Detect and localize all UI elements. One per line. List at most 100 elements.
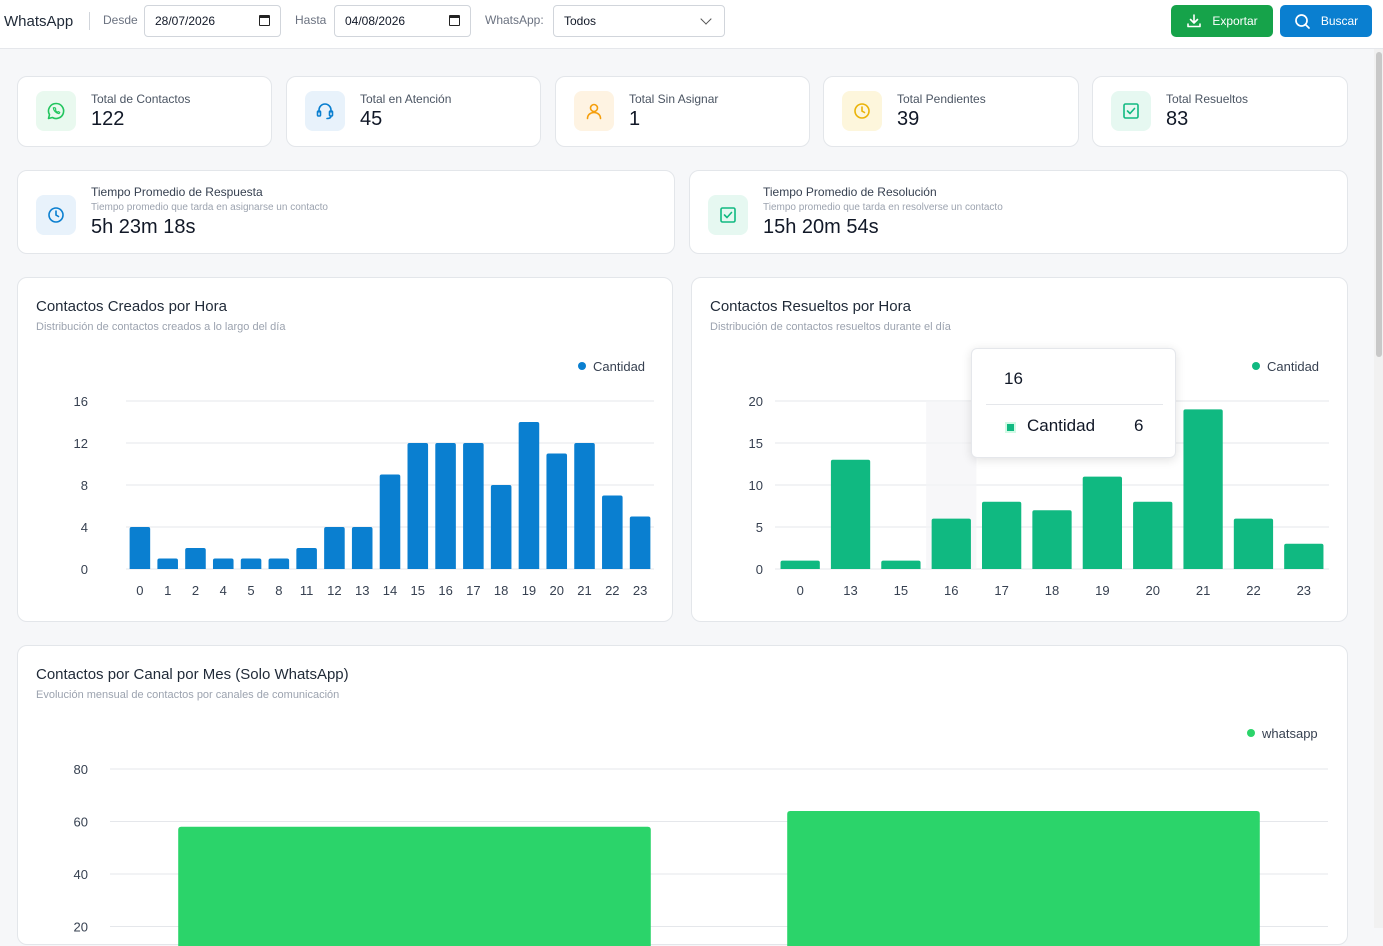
y-tick-label: 0 bbox=[81, 562, 88, 577]
x-tick-label: 13 bbox=[843, 583, 857, 598]
x-tick-label: 17 bbox=[466, 583, 480, 598]
bar[interactable] bbox=[881, 560, 921, 569]
bar[interactable] bbox=[379, 474, 401, 570]
scrollbar-thumb[interactable] bbox=[1376, 52, 1382, 357]
legend-label[interactable]: Cantidad bbox=[593, 359, 645, 374]
bar[interactable] bbox=[574, 443, 595, 569]
bar[interactable] bbox=[351, 527, 373, 569]
stat-card-total-pendientes: Total Pendientes 39 bbox=[823, 76, 1079, 147]
stat-value: 1 bbox=[629, 108, 641, 130]
bar[interactable] bbox=[780, 560, 820, 569]
top-bar: WhatsApp Desde 28/07/2026 Hasta 04/08/20… bbox=[0, 0, 1383, 49]
legend-label[interactable]: whatsapp bbox=[1261, 726, 1318, 741]
x-tick-label: 0 bbox=[797, 583, 804, 598]
x-tick-label: 15 bbox=[894, 583, 908, 598]
x-tick-label: 21 bbox=[577, 583, 591, 598]
stat-value: 83 bbox=[1166, 108, 1189, 130]
legend-swatch[interactable] bbox=[578, 362, 586, 370]
bar[interactable] bbox=[212, 558, 234, 570]
bar[interactable] bbox=[296, 548, 317, 569]
x-tick-label: 4 bbox=[220, 583, 227, 598]
chart-title: Contactos por Canal por Mes (Solo WhatsA… bbox=[36, 666, 349, 683]
whatsapp-select-value: Todos bbox=[564, 14, 597, 28]
bar[interactable] bbox=[268, 558, 290, 570]
time-card-resolucion: Tiempo Promedio de Resolución Tiempo pro… bbox=[689, 170, 1348, 254]
scrollbar-track[interactable] bbox=[1374, 49, 1383, 928]
download-icon bbox=[1187, 14, 1202, 28]
x-tick-label: 13 bbox=[355, 583, 369, 598]
chevron-down-icon bbox=[700, 13, 712, 25]
search-button[interactable]: Buscar bbox=[1280, 5, 1372, 37]
bar[interactable] bbox=[324, 527, 345, 569]
bar[interactable] bbox=[518, 422, 540, 569]
bar[interactable] bbox=[178, 826, 651, 946]
bar[interactable] bbox=[407, 443, 429, 569]
tooltip-series-name: Cantidad bbox=[1027, 416, 1096, 435]
y-tick-label: 12 bbox=[74, 436, 88, 451]
desde-date-input[interactable]: 28/07/2026 bbox=[144, 5, 281, 37]
whatsapp-select[interactable]: Todos bbox=[553, 5, 725, 37]
bar[interactable] bbox=[435, 443, 456, 569]
bar[interactable] bbox=[981, 501, 1022, 569]
desde-label: Desde bbox=[103, 13, 138, 27]
divider bbox=[89, 12, 90, 30]
time-subtitle: Tiempo promedio que tarda en resolverse … bbox=[763, 202, 1003, 213]
x-tick-label: 1 bbox=[164, 583, 171, 598]
time-subtitle: Tiempo promedio que tarda en asignarse u… bbox=[91, 202, 328, 213]
export-button[interactable]: Exportar bbox=[1171, 5, 1273, 37]
bar[interactable] bbox=[463, 443, 484, 569]
export-label: Exportar bbox=[1212, 14, 1258, 28]
calendar-icon[interactable] bbox=[259, 15, 270, 26]
stat-card-total-atencion: Total en Atención 45 bbox=[286, 76, 541, 147]
y-tick-label: 15 bbox=[749, 436, 763, 451]
desde-date-value: 28/07/2026 bbox=[155, 14, 216, 28]
bar[interactable] bbox=[546, 453, 568, 570]
y-tick-label: 0 bbox=[756, 562, 763, 577]
bar[interactable] bbox=[490, 485, 512, 569]
bar[interactable] bbox=[129, 527, 151, 569]
bar[interactable] bbox=[185, 548, 206, 569]
stat-label: Total de Contactos bbox=[91, 92, 191, 106]
chart-subtitle: Evolución mensual de contactos por canal… bbox=[36, 689, 340, 701]
stat-label: Total Sin Asignar bbox=[629, 92, 719, 106]
x-tick-label: 14 bbox=[383, 583, 397, 598]
y-tick-label: 80 bbox=[74, 762, 88, 777]
chart-title: Contactos Resueltos por Hora bbox=[710, 298, 911, 315]
bar[interactable] bbox=[787, 811, 1260, 946]
user-icon bbox=[574, 91, 614, 131]
legend-swatch[interactable] bbox=[1247, 729, 1255, 737]
bar[interactable] bbox=[1284, 543, 1324, 569]
x-tick-label: 23 bbox=[1297, 583, 1311, 598]
x-tick-label: 16 bbox=[438, 583, 452, 598]
x-tick-label: 18 bbox=[494, 583, 508, 598]
search-label: Buscar bbox=[1320, 14, 1359, 28]
bar[interactable] bbox=[1082, 476, 1123, 569]
chart-subtitle: Distribución de contactos resueltos dura… bbox=[710, 321, 951, 333]
bar[interactable] bbox=[602, 495, 623, 570]
y-tick-label: 40 bbox=[74, 867, 88, 882]
stat-value: 122 bbox=[91, 108, 125, 130]
whatsapp-icon bbox=[36, 91, 76, 131]
stat-label: Total Pendientes bbox=[897, 92, 986, 106]
bar[interactable] bbox=[1233, 518, 1274, 569]
chart-card-canal-mes: Contactos por Canal por Mes (Solo WhatsA… bbox=[17, 645, 1348, 946]
hasta-date-input[interactable]: 04/08/2026 bbox=[334, 5, 471, 37]
bar[interactable] bbox=[157, 558, 178, 570]
bar[interactable] bbox=[1183, 409, 1223, 569]
calendar-icon[interactable] bbox=[449, 15, 460, 26]
bar[interactable] bbox=[240, 558, 262, 570]
x-tick-label: 2 bbox=[192, 583, 199, 598]
bar[interactable] bbox=[1133, 501, 1173, 569]
bar[interactable] bbox=[629, 516, 651, 570]
bar[interactable] bbox=[830, 459, 871, 569]
chart-canal-por-mes: whatsapp 20 40 60 80 bbox=[74, 726, 1328, 946]
legend-label[interactable]: Cantidad bbox=[1267, 359, 1319, 374]
stat-card-total-contactos: Total de Contactos 122 bbox=[17, 76, 272, 147]
x-tick-label: 22 bbox=[1246, 583, 1260, 598]
bar[interactable] bbox=[931, 518, 971, 569]
y-tick-label: 4 bbox=[81, 520, 88, 535]
bar[interactable] bbox=[1032, 510, 1072, 569]
y-tick-label: 5 bbox=[756, 520, 763, 535]
y-tick-label: 16 bbox=[74, 394, 88, 409]
legend-swatch[interactable] bbox=[1252, 362, 1260, 370]
